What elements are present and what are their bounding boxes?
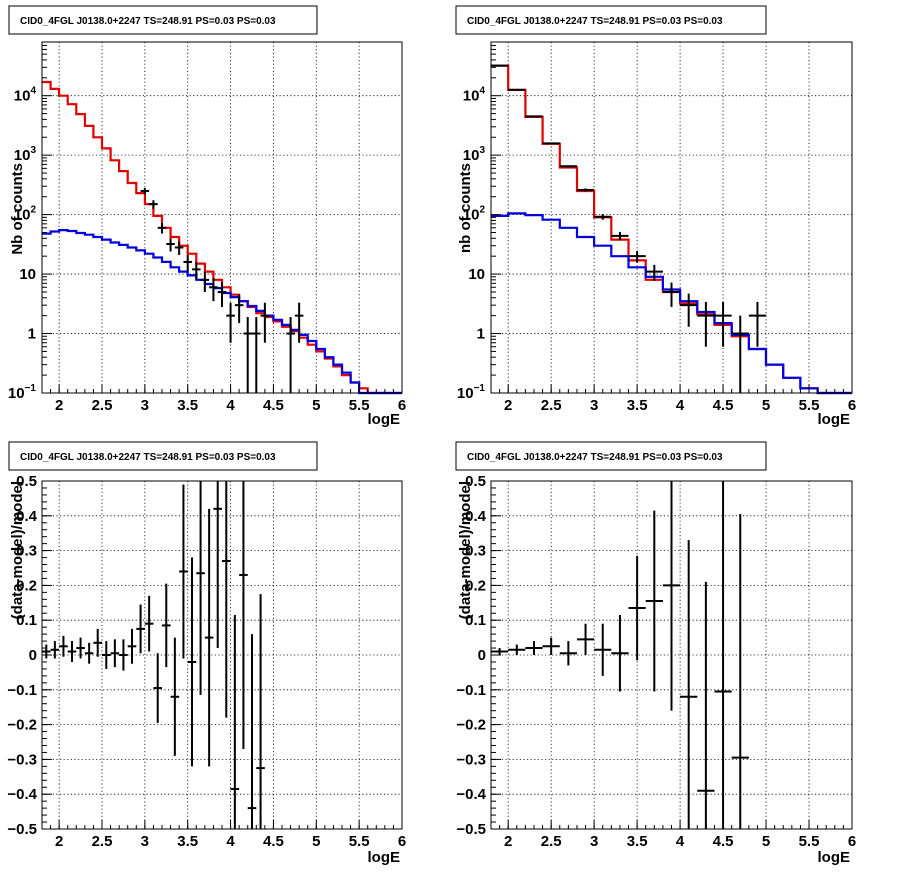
y-axis-label: nb of counts	[457, 163, 474, 253]
background-model-histogram	[491, 212, 852, 395]
chart-title: CID0_4FGL J0138.0+2247 TS=248.91 PS=0.03…	[20, 452, 276, 463]
x-tick-label: 3	[590, 397, 598, 414]
y-tick-label: −0.4	[7, 786, 37, 803]
residual-panel-left: CID0_4FGL J0138.0+2247 TS=248.91 PS=0.03…	[7, 441, 406, 866]
x-tick-label: 5	[762, 397, 770, 414]
y-tick-label: −0.4	[456, 786, 486, 803]
y-tick-label: 1	[28, 326, 36, 343]
y-tick-label: −0.3	[456, 751, 486, 768]
x-axis-label: logE	[818, 411, 851, 428]
x-tick-label: 3	[141, 833, 149, 850]
y-tick-label: 0.2	[465, 577, 486, 594]
y-tick-label: 0	[29, 647, 37, 664]
y-axis-label: (data-model)/model	[457, 481, 474, 619]
x-tick-label: 6	[848, 833, 856, 850]
x-tick-label: 2	[504, 833, 512, 850]
x-tick-label: 4.5	[713, 833, 734, 850]
y-tick-label: 0	[478, 647, 486, 664]
x-tick-label: 3	[590, 833, 598, 850]
y-tick-label: 0.3	[16, 543, 37, 560]
x-tick-label: 3.5	[627, 397, 648, 414]
x-tick-label: 2	[504, 397, 512, 414]
y-axis-label: (data-model)/model	[9, 481, 26, 619]
x-tick-label: 5	[312, 397, 320, 414]
y-tick-label: 1	[477, 326, 485, 343]
y-tick-label: 0.2	[16, 577, 37, 594]
x-tick-label: 4	[676, 397, 685, 414]
residual-panel-right: CID0_4FGL J0138.0+2247 TS=248.91 PS=0.03…	[455, 441, 856, 866]
y-tick-label: −0.1	[7, 682, 37, 699]
y-tick-label: −0.5	[7, 821, 37, 838]
x-tick-label: 4.5	[713, 397, 734, 414]
x-tick-label: 5.5	[799, 397, 820, 414]
y-tick-label: 0.1	[465, 612, 486, 629]
x-tick-label: 4	[226, 397, 235, 414]
x-tick-label: 6	[398, 833, 406, 850]
x-tick-label: 2	[55, 833, 63, 850]
x-tick-label: 6	[398, 397, 406, 414]
x-tick-label: 2.5	[92, 833, 113, 850]
title-box	[455, 441, 767, 471]
x-axis-label: logE	[368, 411, 401, 428]
y-tick-label: 10	[19, 266, 36, 283]
y-axis-label: Nb of counts	[9, 163, 26, 255]
y-tick-label: 0.5	[16, 473, 37, 490]
x-tick-label: 5	[312, 833, 320, 850]
title-box	[455, 5, 767, 35]
y-tick-label: −0.1	[456, 682, 486, 699]
y-tick-label: 0.4	[465, 508, 487, 525]
counts-panel-left: CID0_4FGL J0138.0+2247 TS=248.91 PS=0.03…	[8, 5, 406, 428]
y-tick-label: 10	[468, 266, 485, 283]
x-tick-label: 2.5	[92, 397, 113, 414]
x-tick-label: 5.5	[349, 397, 370, 414]
x-tick-label: 4.5	[263, 833, 284, 850]
x-tick-label: 5.5	[349, 833, 370, 850]
x-tick-label: 2.5	[541, 397, 562, 414]
counts-panel-right: CID0_4FGL J0138.0+2247 TS=248.91 PS=0.03…	[455, 5, 856, 428]
y-tick-label: 0.4	[16, 508, 38, 525]
x-tick-label: 4.5	[263, 397, 284, 414]
chart-title: CID0_4FGL J0138.0+2247 TS=248.91 PS=0.03…	[20, 16, 276, 27]
title-box	[8, 5, 318, 35]
x-tick-label: 2	[55, 397, 63, 414]
y-tick-label: 0.5	[465, 473, 486, 490]
y-tick-label: −0.2	[456, 717, 486, 734]
y-tick-label: −0.3	[7, 751, 37, 768]
x-tick-label: 4	[676, 833, 685, 850]
x-tick-label: 3	[141, 397, 149, 414]
x-tick-label: 3.5	[177, 833, 198, 850]
x-tick-label: 4	[226, 833, 235, 850]
x-axis-label: logE	[818, 849, 851, 866]
x-tick-label: 5.5	[799, 833, 820, 850]
y-tick-label: 0.3	[465, 543, 486, 560]
x-axis-label: logE	[368, 849, 401, 866]
chart-title: CID0_4FGL J0138.0+2247 TS=248.91 PS=0.03…	[467, 16, 723, 27]
x-tick-label: 5	[762, 833, 770, 850]
x-tick-label: 3.5	[627, 833, 648, 850]
y-tick-label: 0.1	[16, 612, 37, 629]
y-tick-label: −0.5	[456, 821, 486, 838]
x-tick-label: 2.5	[541, 833, 562, 850]
y-tick-label: −0.2	[7, 717, 37, 734]
title-box	[8, 441, 318, 471]
chart-title: CID0_4FGL J0138.0+2247 TS=248.91 PS=0.03…	[467, 452, 723, 463]
x-tick-label: 3.5	[177, 397, 198, 414]
x-tick-label: 6	[848, 397, 856, 414]
